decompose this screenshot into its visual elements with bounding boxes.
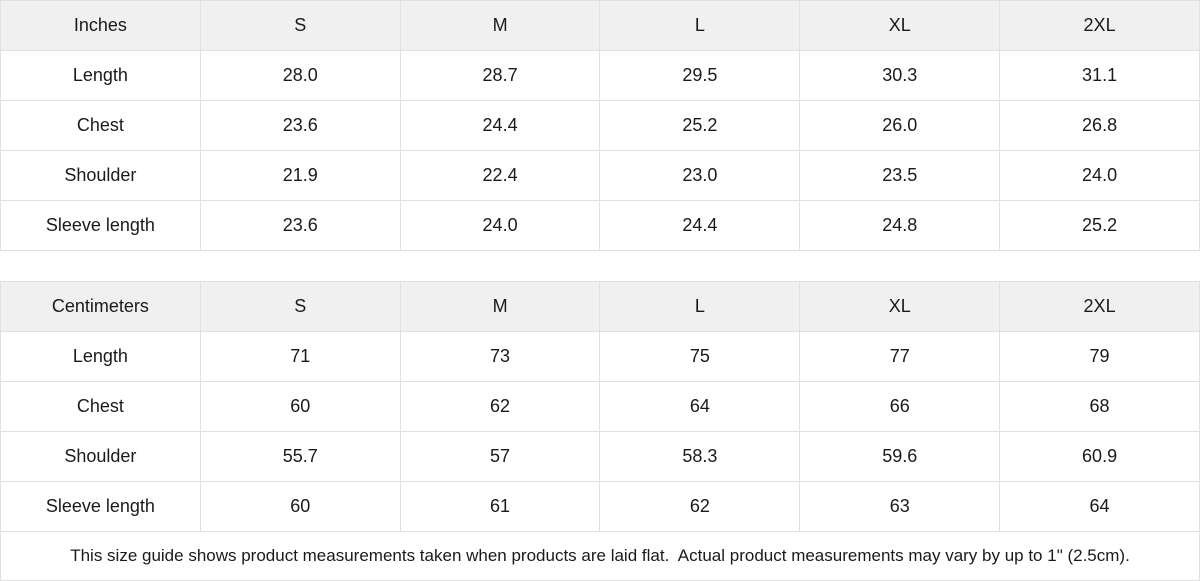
measurement-value-cell: 26.0 (799, 100, 1001, 151)
header-row: Centimeters S M L XL 2XL (0, 281, 1200, 332)
measurement-value-cell: 24.0 (399, 200, 601, 251)
measurement-value-cell: 62 (599, 481, 801, 532)
measurement-value-cell: 26.8 (999, 100, 1200, 151)
measurement-value-cell: 22.4 (399, 150, 601, 201)
measurement-value-cell: 60.9 (999, 431, 1200, 482)
size-header-cell: 2XL (999, 0, 1200, 51)
measurement-value-cell: 24.8 (799, 200, 1001, 251)
measurement-value-cell: 71 (199, 331, 401, 382)
measurement-value-cell: 30.3 (799, 50, 1001, 101)
measurement-value-cell: 23.6 (199, 100, 401, 151)
measurement-row: Shoulder 21.9 22.4 23.0 23.5 24.0 (0, 150, 1200, 201)
measurement-value-cell: 61 (399, 481, 601, 532)
row-label-cell: Shoulder (0, 150, 201, 201)
row-label-cell: Sleeve length (0, 200, 201, 251)
measurement-value-cell: 24.4 (399, 100, 601, 151)
row-label-cell: Chest (0, 100, 201, 151)
unit-label-cell: Centimeters (0, 281, 201, 332)
size-guide-note: This size guide shows product measuremen… (0, 532, 1200, 581)
size-header-cell: L (599, 0, 801, 51)
measurement-value-cell: 73 (399, 331, 601, 382)
measurement-value-cell: 58.3 (599, 431, 801, 482)
measurement-row: Length 28.0 28.7 29.5 30.3 31.1 (0, 50, 1200, 101)
measurement-value-cell: 79 (999, 331, 1200, 382)
measurement-value-cell: 29.5 (599, 50, 801, 101)
measurement-value-cell: 28.0 (199, 50, 401, 101)
measurement-value-cell: 60 (199, 481, 401, 532)
measurement-value-cell: 75 (599, 331, 801, 382)
measurement-value-cell: 21.9 (199, 150, 401, 201)
size-header-cell: XL (799, 281, 1001, 332)
measurement-value-cell: 28.7 (399, 50, 601, 101)
size-header-cell: L (599, 281, 801, 332)
row-label-cell: Length (0, 331, 201, 382)
measurement-value-cell: 64 (999, 481, 1200, 532)
size-header-cell: S (199, 0, 401, 51)
measurement-value-cell: 24.4 (599, 200, 801, 251)
measurement-value-cell: 24.0 (999, 150, 1200, 201)
row-label-cell: Sleeve length (0, 481, 201, 532)
measurement-value-cell: 31.1 (999, 50, 1200, 101)
row-label-cell: Shoulder (0, 431, 201, 482)
size-table-centimeters: Centimeters S M L XL 2XL Length 71 73 75 77 79 Chest… (0, 281, 1200, 532)
measurement-value-cell: 66 (799, 381, 1001, 432)
measurement-row: Shoulder 55.7 57 58.3 59.6 60.9 (0, 431, 1200, 482)
measurement-row: Chest 23.6 24.4 25.2 26.0 26.8 (0, 100, 1200, 151)
size-table-inches: Inches S M L XL 2XL Length 28.0 28.7 29.5 30.3 31.1… (0, 0, 1200, 251)
row-label-cell: Length (0, 50, 201, 101)
size-header-cell: S (199, 281, 401, 332)
measurement-row: Sleeve length 60 61 62 63 64 (0, 481, 1200, 532)
size-header-cell: 2XL (999, 281, 1200, 332)
measurement-row: Length 71 73 75 77 79 (0, 331, 1200, 382)
measurement-value-cell: 60 (199, 381, 401, 432)
measurement-value-cell: 63 (799, 481, 1001, 532)
row-label-cell: Chest (0, 381, 201, 432)
measurement-row: Chest 60 62 64 66 68 (0, 381, 1200, 432)
measurement-value-cell: 55.7 (199, 431, 401, 482)
measurement-value-cell: 23.5 (799, 150, 1001, 201)
measurement-value-cell: 25.2 (599, 100, 801, 151)
unit-label-cell: Inches (0, 0, 201, 51)
measurement-row: Sleeve length 23.6 24.0 24.4 24.8 25.2 (0, 200, 1200, 251)
measurement-value-cell: 59.6 (799, 431, 1001, 482)
measurement-value-cell: 25.2 (999, 200, 1200, 251)
measurement-value-cell: 64 (599, 381, 801, 432)
table-gap (0, 251, 1200, 281)
measurement-value-cell: 68 (999, 381, 1200, 432)
measurement-value-cell: 23.0 (599, 150, 801, 201)
measurement-value-cell: 57 (399, 431, 601, 482)
measurement-value-cell: 77 (799, 331, 1001, 382)
measurement-value-cell: 23.6 (199, 200, 401, 251)
size-header-cell: M (399, 0, 601, 51)
size-header-cell: XL (799, 0, 1001, 51)
header-row: Inches S M L XL 2XL (0, 0, 1200, 51)
size-header-cell: M (399, 281, 601, 332)
measurement-value-cell: 62 (399, 381, 601, 432)
